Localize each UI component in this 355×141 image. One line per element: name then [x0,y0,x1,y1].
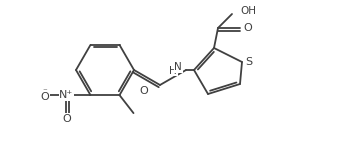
Text: H: H [169,66,177,75]
Text: O: O [62,114,71,124]
Text: O: O [244,23,252,33]
Text: O: O [40,92,49,102]
Text: N⁺: N⁺ [59,90,73,100]
Text: N: N [174,62,182,72]
Text: ⁻: ⁻ [42,88,47,97]
Text: O: O [140,86,148,96]
Text: S: S [245,57,252,67]
Text: OH: OH [240,6,256,16]
